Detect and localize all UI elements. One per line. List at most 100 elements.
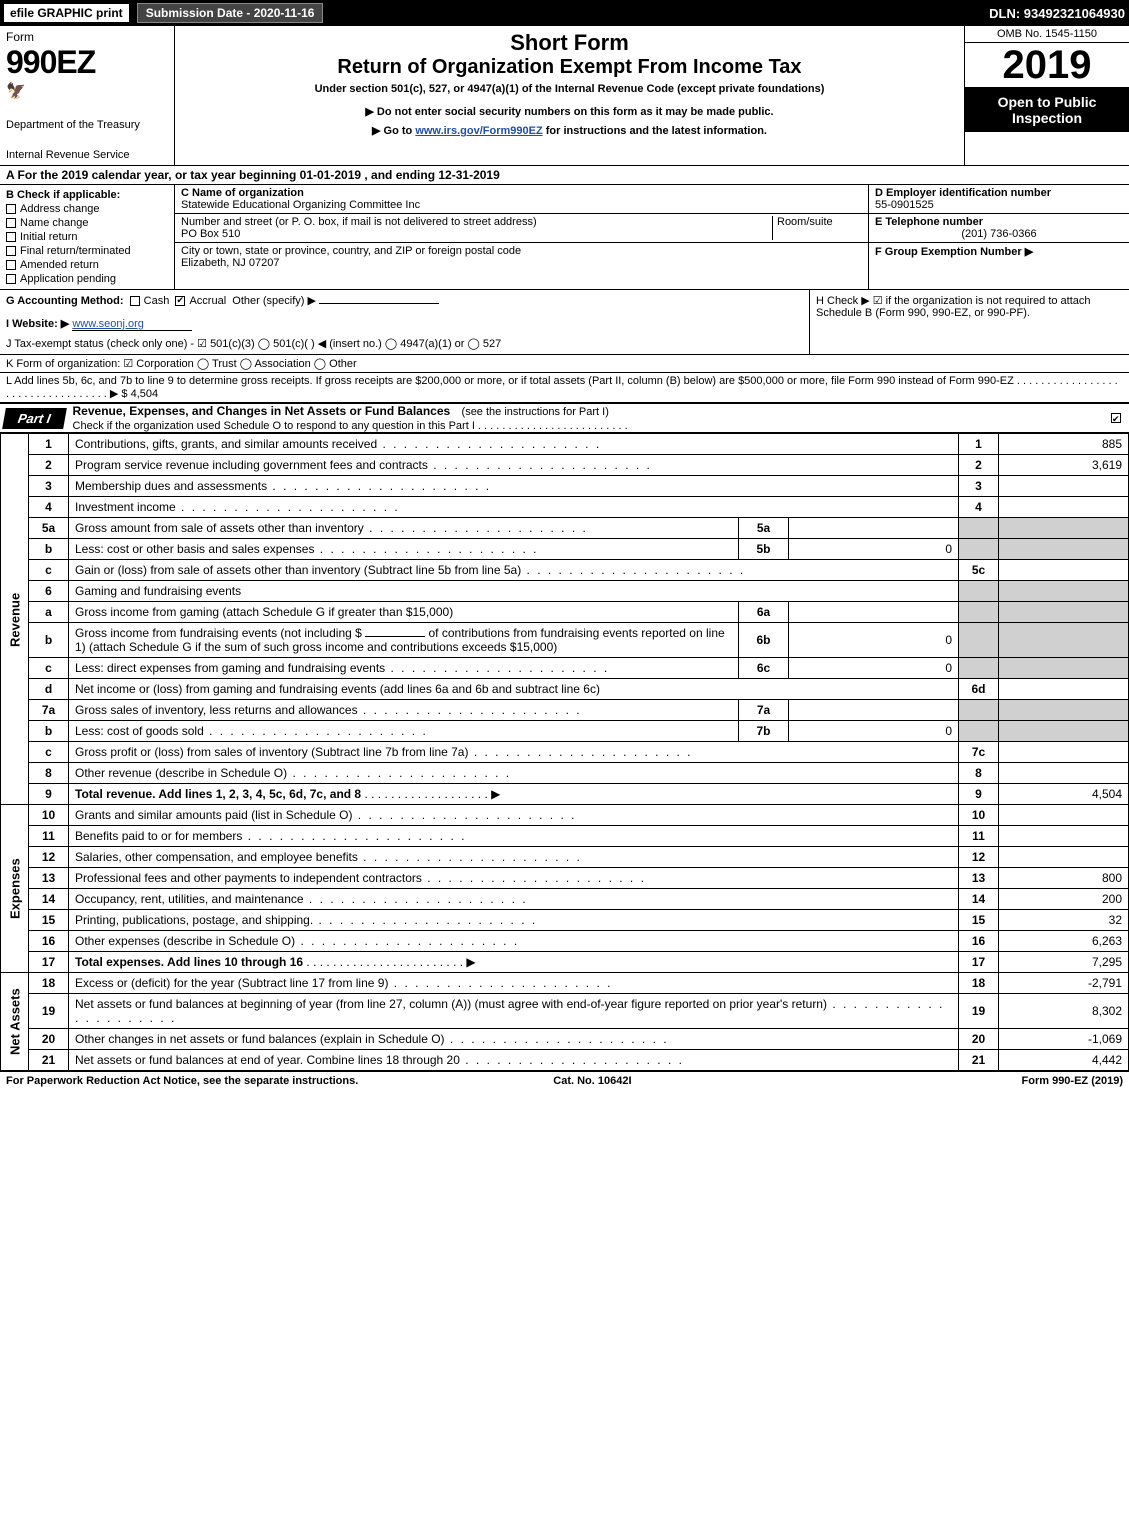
line-5b: b Less: cost or other basis and sales ex… (1, 539, 1129, 560)
line-11: 11 Benefits paid to or for members 11 (1, 826, 1129, 847)
l6b-blank (365, 636, 425, 637)
l5a-amt (789, 518, 959, 539)
l14-text: Occupancy, rent, utilities, and maintena… (75, 892, 304, 906)
omb-number: OMB No. 1545-1150 (965, 26, 1129, 43)
l10-text: Grants and similar amounts paid (list in… (75, 808, 352, 822)
l13-amt: 800 (999, 868, 1129, 889)
goto-line: ▶ Go to www.irs.gov/Form990EZ for instru… (185, 124, 954, 137)
row-j: J Tax-exempt status (check only one) - ☑… (6, 337, 803, 350)
l9-text: Total revenue. Add lines 1, 2, 3, 4, 5c,… (75, 787, 361, 801)
l8-amt (999, 763, 1129, 784)
part-i-check: Check if the organization used Schedule … (73, 420, 628, 432)
l12-amt (999, 847, 1129, 868)
d-lbl: D Employer identification number (875, 187, 1051, 199)
check-initial-return[interactable] (6, 232, 16, 242)
efile-label: efile GRAPHIC print (4, 4, 129, 22)
l6a-text: Gross income from gaming (attach Schedul… (75, 605, 453, 619)
line-6a: a Gross income from gaming (attach Sched… (1, 602, 1129, 623)
l6b-amt: 0 (789, 623, 959, 658)
l3-amt (999, 476, 1129, 497)
dln: DLN: 93492321064930 (989, 6, 1125, 21)
l16-text: Other expenses (describe in Schedule O) (75, 934, 295, 948)
line-5c: c Gain or (loss) from sale of assets oth… (1, 560, 1129, 581)
part-i-sub: (see the instructions for Part I) (462, 406, 609, 418)
footer-right: Form 990-EZ (2019) (1022, 1075, 1123, 1087)
l18-amt: -2,791 (999, 973, 1129, 994)
goto-link[interactable]: www.irs.gov/Form990EZ (415, 125, 542, 137)
org-name: Statewide Educational Organizing Committ… (181, 199, 420, 211)
line-6d: d Net income or (loss) from gaming and f… (1, 679, 1129, 700)
line-7c: c Gross profit or (loss) from sales of i… (1, 742, 1129, 763)
line-14: 14 Occupancy, rent, utilities, and maint… (1, 889, 1129, 910)
l15-text: Printing, publications, postage, and shi… (75, 913, 313, 927)
lines-table: Revenue 1 Contributions, gifts, grants, … (0, 433, 1129, 1071)
line-1: Revenue 1 Contributions, gifts, grants, … (1, 434, 1129, 455)
b-title: B Check if applicable: (6, 189, 120, 201)
l5b-amt: 0 (789, 539, 959, 560)
line-9: 9 Total revenue. Add lines 1, 2, 3, 4, 5… (1, 784, 1129, 805)
website-link[interactable]: www.seonj.org (72, 318, 192, 331)
l10-amt (999, 805, 1129, 826)
part-i-tag: Part I (2, 408, 66, 429)
check-address-change[interactable] (6, 204, 16, 214)
line-7a: 7a Gross sales of inventory, less return… (1, 700, 1129, 721)
line-6: 6 Gaming and fundraising events (1, 581, 1129, 602)
goto-post: for instructions and the latest informat… (546, 125, 767, 137)
ein: 55-0901525 (875, 199, 934, 211)
line-19: 19 Net assets or fund balances at beginn… (1, 994, 1129, 1029)
l17-text: Total expenses. Add lines 10 through 16 (75, 955, 303, 969)
submission-date: Submission Date - 2020-11-16 (137, 3, 324, 23)
check-final-return[interactable] (6, 246, 16, 256)
check-name-change[interactable] (6, 218, 16, 228)
c-name-lbl: C Name of organization (181, 187, 304, 199)
l15-amt: 32 (999, 910, 1129, 931)
line-3: 3 Membership dues and assessments 3 (1, 476, 1129, 497)
dept-irs: Internal Revenue Service (6, 149, 168, 161)
line-17: 17 Total expenses. Add lines 10 through … (1, 952, 1129, 973)
line-7b: b Less: cost of goods sold 7b 0 (1, 721, 1129, 742)
l8-text: Other revenue (describe in Schedule O) (75, 766, 287, 780)
l12-text: Salaries, other compensation, and employ… (75, 850, 358, 864)
check-accrual[interactable] (175, 296, 185, 306)
l6d-text: Net income or (loss) from gaming and fun… (75, 682, 600, 696)
l18-text: Excess or (deficit) for the year (Subtra… (75, 976, 388, 990)
lbl-cash: Cash (144, 295, 170, 307)
l7b-amt: 0 (789, 721, 959, 742)
header-left: Form 990EZ 🦅 Department of the Treasury … (0, 26, 175, 165)
line-15: 15 Printing, publications, postage, and … (1, 910, 1129, 931)
footer-mid: Cat. No. 10642I (553, 1075, 631, 1087)
l7c-text: Gross profit or (loss) from sales of inv… (75, 745, 468, 759)
line-2: 2 Program service revenue including gove… (1, 455, 1129, 476)
col-c: C Name of organization Statewide Educati… (175, 185, 869, 289)
check-cash[interactable] (130, 296, 140, 306)
check-amended-return[interactable] (6, 260, 16, 270)
line-18: Net Assets 18 Excess or (deficit) for th… (1, 973, 1129, 994)
l13-text: Professional fees and other payments to … (75, 871, 422, 885)
line-4: 4 Investment income 4 (1, 497, 1129, 518)
line-16: 16 Other expenses (describe in Schedule … (1, 931, 1129, 952)
line-13: 13 Professional fees and other payments … (1, 868, 1129, 889)
header-right: OMB No. 1545-1150 2019 Open to Public In… (964, 26, 1129, 165)
line-5a: 5a Gross amount from sale of assets othe… (1, 518, 1129, 539)
l2-text: Program service revenue including govern… (75, 458, 428, 472)
line-21: 21 Net assets or fund balances at end of… (1, 1050, 1129, 1071)
check-application-pending[interactable] (6, 274, 16, 284)
l6d-amt (999, 679, 1129, 700)
part-i-title: Revenue, Expenses, and Changes in Net As… (73, 404, 451, 418)
l21-amt: 4,442 (999, 1050, 1129, 1071)
c-city-lbl: City or town, state or province, country… (181, 245, 521, 257)
lbl-initial-return: Initial return (20, 231, 77, 243)
form-header: Form 990EZ 🦅 Department of the Treasury … (0, 26, 1129, 166)
org-street: PO Box 510 (181, 228, 240, 240)
check-schedule-o[interactable] (1111, 413, 1121, 423)
l14-amt: 200 (999, 889, 1129, 910)
row-gh: G Accounting Method: Cash Accrual Other … (0, 290, 1129, 355)
line-6c: c Less: direct expenses from gaming and … (1, 658, 1129, 679)
form-word: Form (6, 30, 168, 44)
phone: (201) 736-0366 (875, 228, 1123, 240)
l5c-amt (999, 560, 1129, 581)
f-lbl: F Group Exemption Number ▶ (875, 246, 1033, 258)
l3-text: Membership dues and assessments (75, 479, 267, 493)
lbl-other: Other (specify) ▶ (232, 295, 316, 307)
tax-year: 2019 (965, 43, 1129, 88)
